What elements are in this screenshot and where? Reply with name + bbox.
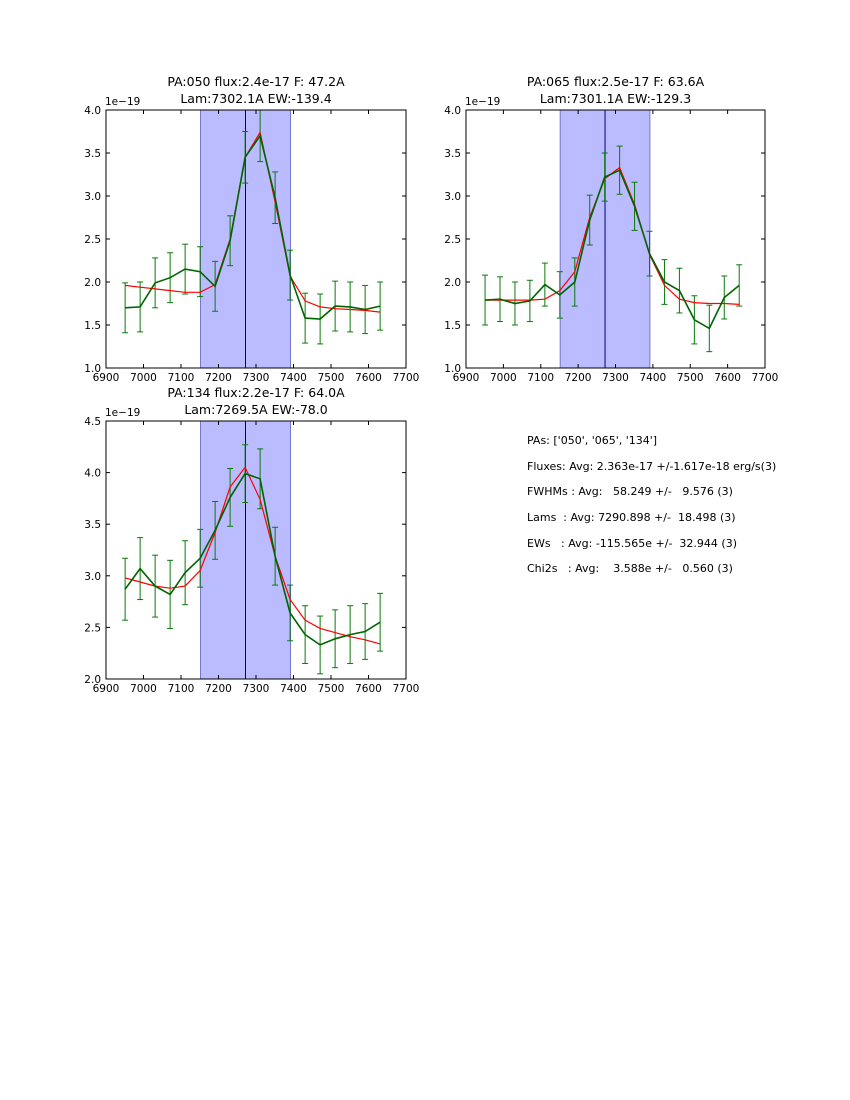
x-tick-label: 7600	[714, 372, 741, 384]
y-tick-label: 1.5	[84, 320, 101, 332]
data-line	[485, 169, 740, 330]
subplot-3: 6900 7000 7100 7200 7300 7400 7500 7600 7700 2.0 2…	[84, 385, 419, 695]
y-tick-label: 1.5	[444, 320, 461, 332]
summary-panel: PAs: ['050', '065', '134'] Fluxes: Avg: …	[527, 434, 776, 588]
x-tick-label: 7300	[243, 372, 270, 384]
x-tick-label: 7200	[205, 683, 232, 695]
summary-fwhms: FWHMs : Avg: 58.249 +/- 9.576 (3)	[527, 485, 733, 499]
data-line	[125, 133, 381, 320]
x-tick-label: 7600	[355, 683, 382, 695]
x-tick-label: 7700	[393, 372, 420, 384]
x-tick-label: 7100	[168, 683, 195, 695]
x-tick-label: 7300	[243, 683, 270, 695]
y-tick-label: 3.5	[84, 148, 101, 160]
subplot-subtitle: Lam:7301.1A EW:-129.3	[540, 91, 691, 106]
y-tick-label: 3.5	[84, 519, 101, 531]
x-tick-label: 7600	[355, 372, 382, 384]
subplot-subtitle: Lam:7269.5A EW:-78.0	[184, 402, 327, 417]
y-tick-label: 1.0	[444, 363, 461, 375]
x-tick-label: 7100	[527, 372, 554, 384]
x-tick-label: 7300	[602, 372, 629, 384]
summary-lams: Lams : Avg: 7290.898 +/- 18.498 (3)	[527, 511, 736, 525]
x-tick-label: 7200	[565, 372, 592, 384]
data-line	[124, 472, 381, 646]
subplot-title: PA:065 flux:2.5e-17 F: 63.6A	[527, 74, 705, 89]
model-fit-line	[125, 130, 381, 313]
x-tick-label: 7000	[490, 372, 517, 384]
x-tick-label: 6900	[453, 372, 480, 384]
model-fit-line	[124, 466, 381, 645]
summary-fluxes: Fluxes: Avg: 2.363e-17 +/-1.617e-18 erg/…	[527, 459, 777, 473]
x-tick-label: 7400	[280, 372, 307, 384]
x-tick-label: 7500	[677, 372, 704, 384]
y-tick-label: 2.5	[84, 622, 101, 634]
x-tick-label: 7200	[205, 372, 232, 384]
subplot-1: 6900 7000 7100 7200 7300 7400 7500 7600 7700 1.0 1…	[84, 74, 419, 384]
x-tick-label: 7400	[640, 372, 667, 384]
x-tick-label: 7100	[168, 372, 195, 384]
y-tick-label: 1.0	[84, 363, 101, 375]
y-exponent-label: 1e−19	[105, 407, 140, 419]
subplot-title: PA:050 flux:2.4e-17 F: 47.2A	[167, 74, 345, 89]
y-tick-label: 2.5	[84, 234, 101, 246]
y-tick-label: 4.5	[84, 416, 101, 428]
x-tick-label: 7700	[752, 372, 779, 384]
x-tick-label: 7500	[318, 683, 345, 695]
y-tick-label: 4.0	[84, 468, 101, 480]
y-tick-label: 4.0	[444, 105, 461, 117]
summary-chi2s: Chi2s : Avg: 3.588e +/- 0.560 (3)	[527, 562, 733, 576]
y-tick-label: 4.0	[84, 105, 101, 117]
y-tick-label: 2.0	[84, 277, 101, 289]
x-tick-label: 7500	[318, 372, 345, 384]
summary-ews: EWs : Avg: -115.565e +/- 32.944 (3)	[527, 536, 737, 550]
x-tick-label: 7000	[130, 683, 157, 695]
y-tick-label: 3.0	[84, 571, 101, 583]
y-tick-label: 2.0	[444, 277, 461, 289]
y-tick-label: 3.5	[444, 148, 461, 160]
x-tick-label: 6900	[93, 683, 120, 695]
y-exponent-label: 1e−19	[105, 96, 140, 108]
y-tick-label: 3.0	[84, 191, 101, 203]
x-tick-label: 7400	[280, 683, 307, 695]
y-tick-label: 3.0	[444, 191, 461, 203]
x-tick-label: 7000	[130, 372, 157, 384]
y-tick-label: 2.5	[444, 234, 461, 246]
subplot-2: 6900 7000 7100 7200 7300 7400 7500 7600 7700 1.0 1…	[444, 74, 778, 384]
subplot-subtitle: Lam:7302.1A EW:-139.4	[180, 91, 331, 106]
summary-pas: PAs: ['050', '065', '134']	[527, 434, 658, 447]
subplot-title: PA:134 flux:2.2e-17 F: 64.0A	[167, 385, 345, 400]
y-tick-label: 2.0	[84, 674, 101, 686]
x-tick-label: 7700	[393, 683, 420, 695]
y-exponent-label: 1e−19	[465, 96, 500, 108]
x-tick-label: 6900	[93, 372, 120, 384]
